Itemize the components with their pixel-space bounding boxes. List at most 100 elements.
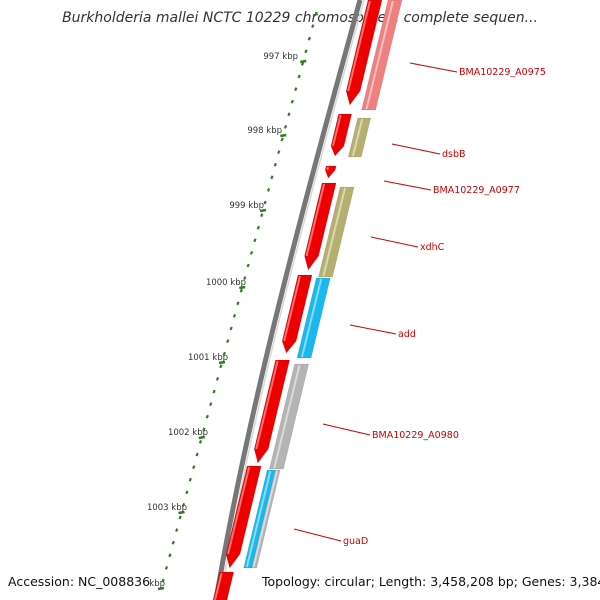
topology-summary: Topology: circular; Length: 3,458,208 bp… bbox=[262, 574, 600, 589]
minor-tick bbox=[209, 402, 213, 407]
tick-label-997: 997 kbp bbox=[263, 52, 298, 62]
minor-tick bbox=[243, 276, 247, 281]
major-tick bbox=[259, 208, 267, 213]
minor-tick bbox=[300, 61, 305, 66]
map-title: Burkholderia mallei NCTC 10229 chromosom… bbox=[62, 10, 538, 26]
major-tick bbox=[300, 59, 307, 64]
cds-add-forward-shine bbox=[283, 275, 301, 342]
leader-line bbox=[370, 236, 419, 248]
feature-pale-red bbox=[361, 0, 403, 111]
cds-dsbb-forward bbox=[330, 113, 353, 157]
gene-label-xdhc: xdhC bbox=[420, 242, 445, 253]
cds-next-forward-shine bbox=[214, 572, 223, 600]
scale-tick-labels: 997 kbp 998 kbp 999 kbp 1000 kbp 1001 kbp 100… bbox=[147, 52, 298, 589]
leader-line bbox=[391, 143, 441, 155]
cds-guad-forward-shine bbox=[227, 466, 251, 555]
minor-tick bbox=[246, 263, 250, 268]
feature-gray-a0980-shine bbox=[273, 364, 301, 469]
cds-bma10229-a0977-forward-shine bbox=[326, 166, 330, 171]
tick-label-1001: 1001 kbp bbox=[188, 353, 228, 363]
feature-track bbox=[212, 0, 403, 600]
major-tick bbox=[218, 360, 226, 365]
accession-text: Accession: NC_008836 bbox=[8, 574, 151, 589]
minor-tick bbox=[226, 339, 230, 344]
tick-label-998: 998 kbp bbox=[247, 126, 282, 136]
minor-tick bbox=[290, 99, 294, 104]
minor-tick bbox=[161, 578, 165, 583]
minor-tick bbox=[229, 326, 233, 331]
minor-tick bbox=[239, 288, 243, 293]
minor-tick bbox=[202, 427, 206, 432]
feature-cyan-guad-shine bbox=[245, 470, 272, 568]
cds-xdhc-forward-shine bbox=[305, 183, 326, 257]
leader-line bbox=[349, 324, 397, 335]
minor-tick bbox=[178, 515, 182, 520]
gene-labels: BMA10229_A0975 dsbB BMA10229_A0977 xdhC add B… bbox=[343, 67, 546, 547]
cds-bma10229-a0977-forward bbox=[324, 165, 337, 179]
tick-label-999: 999 kbp bbox=[229, 201, 264, 211]
minor-tick bbox=[253, 238, 257, 243]
major-tick bbox=[198, 435, 205, 440]
minor-tick bbox=[314, 11, 318, 16]
feature-gray-guad-shine bbox=[252, 470, 278, 568]
major-tick bbox=[280, 133, 287, 138]
minor-tick bbox=[195, 452, 199, 457]
cds-xdhc-forward bbox=[304, 182, 337, 271]
major-tick bbox=[239, 285, 246, 290]
minor-tick bbox=[260, 213, 264, 218]
scale-ticks bbox=[157, 11, 318, 591]
minor-tick bbox=[304, 49, 308, 54]
minor-tick bbox=[273, 162, 277, 167]
minor-tick bbox=[181, 502, 186, 507]
gene-label-dsbb: dsbB bbox=[442, 149, 466, 160]
minor-tick bbox=[205, 414, 209, 419]
gene-label-bma10229_a0977: BMA10229_A0977 bbox=[433, 185, 520, 196]
minor-tick bbox=[212, 389, 216, 394]
feature-olive-dsbb-shine bbox=[351, 118, 364, 157]
minor-tick bbox=[249, 250, 254, 255]
major-tick bbox=[178, 510, 185, 515]
minor-tick bbox=[280, 137, 284, 142]
gene-label-add: add bbox=[398, 329, 416, 340]
tick-label-1000: 1000 kbp bbox=[206, 278, 246, 288]
minor-tick bbox=[198, 439, 203, 444]
minor-tick bbox=[307, 36, 311, 41]
gene-label-bma10229_a0975: BMA10229_A0975 bbox=[459, 67, 546, 78]
tick-label-1002: 1002 kbp bbox=[168, 428, 208, 438]
cds-dsbb-forward-shine bbox=[331, 114, 342, 147]
feature-pale-red-shine bbox=[365, 0, 394, 110]
feature-gray-a0980 bbox=[269, 363, 310, 470]
gene-label-guad: guaD bbox=[343, 536, 368, 547]
minor-tick bbox=[263, 200, 267, 205]
minor-tick bbox=[168, 553, 172, 558]
feature-cyan-add-shine bbox=[301, 278, 323, 358]
minor-tick bbox=[311, 24, 315, 29]
leader-line bbox=[293, 528, 342, 542]
minor-tick bbox=[171, 540, 175, 545]
leader-line bbox=[322, 423, 371, 436]
cds-bma10229-a0980-forward bbox=[253, 359, 290, 464]
minor-tick bbox=[215, 376, 220, 381]
cds-bma10229-a0975-forward-shine bbox=[347, 0, 371, 92]
label-leaders bbox=[293, 62, 458, 542]
minor-tick bbox=[283, 124, 288, 129]
cds-add-forward bbox=[281, 274, 313, 354]
minor-tick bbox=[256, 225, 260, 230]
cds-bma10229-a0980-forward-shine bbox=[255, 360, 279, 450]
minor-tick bbox=[287, 112, 291, 117]
minor-tick bbox=[277, 150, 281, 155]
minor-tick bbox=[232, 313, 237, 318]
minor-tick bbox=[297, 74, 301, 79]
tick-label-1003: 1003 kbp bbox=[147, 503, 187, 513]
feature-olive-xdhc bbox=[318, 186, 355, 278]
feature-cyan-add bbox=[296, 277, 331, 359]
minor-tick bbox=[175, 528, 179, 533]
major-tick bbox=[157, 586, 165, 591]
chromosome-backbone bbox=[213, 0, 363, 600]
leader-line bbox=[409, 62, 458, 73]
minor-tick bbox=[219, 364, 223, 369]
leader-line bbox=[383, 180, 432, 191]
minor-tick bbox=[222, 351, 226, 356]
cds-next-forward bbox=[212, 571, 235, 600]
